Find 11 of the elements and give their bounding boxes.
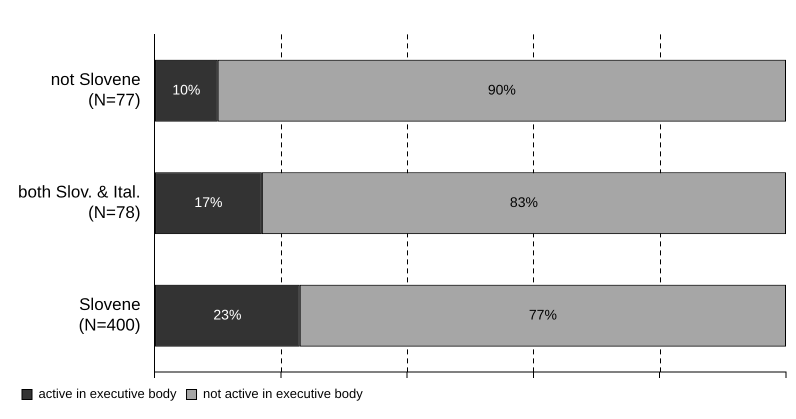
data-label: 10%	[172, 82, 200, 98]
data-label: 77%	[528, 306, 557, 323]
data-label: 23%	[213, 306, 242, 323]
y-tick-label: Slovene (N=400)	[78, 295, 141, 335]
y-tick-label: not Slovene (N=77)	[50, 70, 141, 110]
data-label: 17%	[194, 194, 222, 210]
y-tick-label: both Slov. & Ital. (N=78)	[18, 182, 141, 222]
legend-label: active in executive body	[38, 386, 178, 402]
legend-label: not active in executive body	[203, 386, 364, 402]
data-label: 90%	[488, 82, 516, 98]
data-label: 83%	[510, 194, 538, 210]
